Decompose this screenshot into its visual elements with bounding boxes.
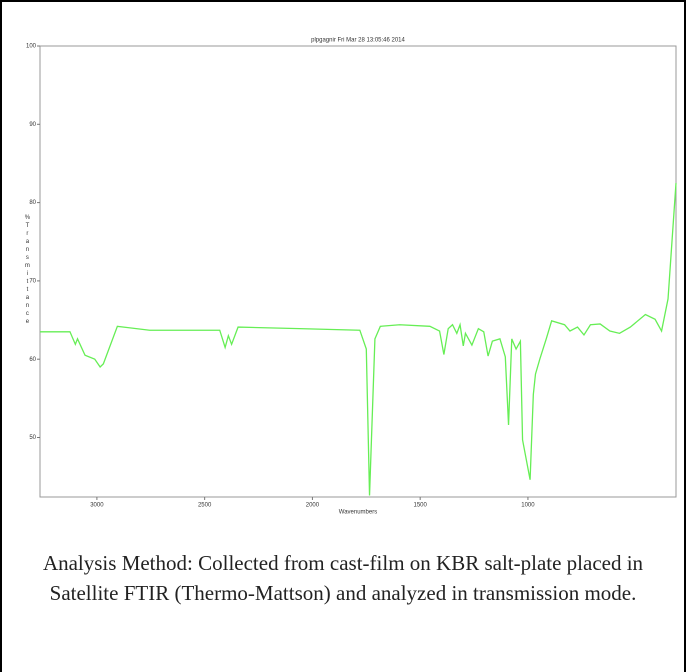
y-axis-label: %Transmittance [24, 215, 30, 327]
y-tick-label: 90 [29, 122, 36, 128]
plot-frame [39, 45, 677, 498]
y-tick-label: 100 [26, 44, 37, 50]
x-axis-label: Wavenumbers [339, 510, 377, 516]
y-tick-label: 80 [29, 200, 36, 206]
chart: plpgagnir Fri Mar 28 13:05:46 2014 Waven… [24, 38, 677, 516]
x-tick-label: 2000 [306, 503, 320, 509]
x-tick-label: 2500 [198, 503, 212, 509]
y-tick-label: 70 [29, 278, 36, 284]
y-tick-label: 60 [29, 357, 36, 363]
x-tick-label: 3000 [90, 503, 104, 509]
y-tick-label: 50 [29, 435, 36, 441]
chart-title: plpgagnir Fri Mar 28 13:05:46 2014 [311, 38, 405, 44]
x-tick-label: 1000 [521, 503, 535, 509]
caption: Analysis Method: Collected from cast-fil… [42, 551, 644, 605]
x-tick-label: 1500 [413, 503, 427, 509]
spectrum-line [40, 182, 677, 496]
